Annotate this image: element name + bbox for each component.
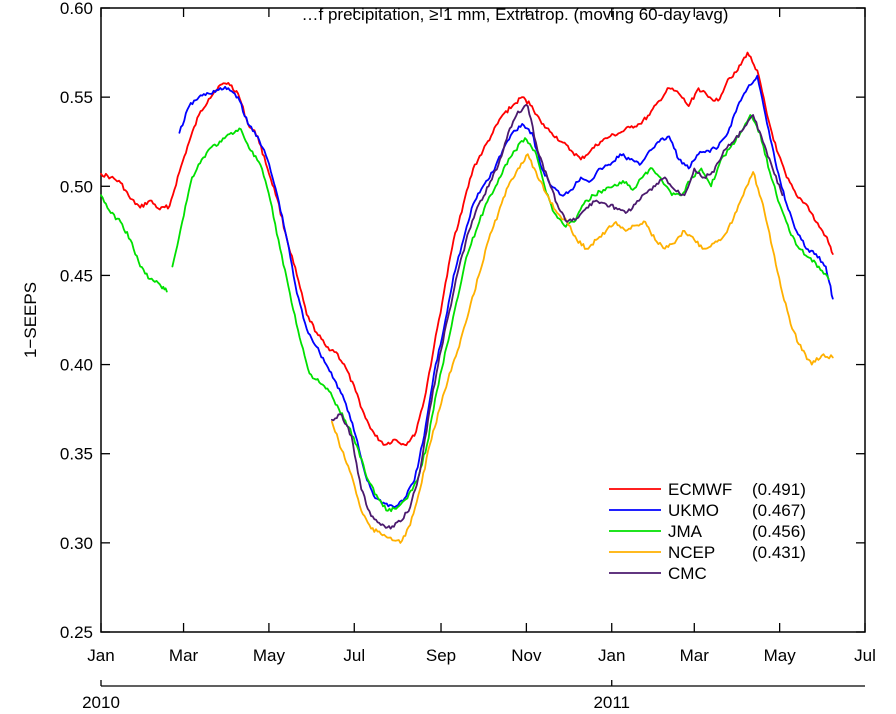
legend-label: JMA (668, 522, 703, 541)
series-lines (100, 51, 834, 544)
x-tick-label: Mar (169, 646, 199, 665)
y-tick-label: 0.25 (60, 623, 93, 642)
legend-score: (0.467) (752, 501, 806, 520)
x-axis: Jan Mar May Jul Sep Nov Jan Mar May Jul (87, 8, 876, 665)
x-tick-label: Sep (426, 646, 456, 665)
series-line-jma (100, 114, 830, 513)
legend: ECMWF (0.491) UKMO (0.467) JMA (0.456) NCEP (0.… (609, 480, 806, 583)
y-axis-label: 1−SEEPS (21, 282, 40, 358)
legend-score: (0.456) (752, 522, 806, 541)
y-tick-label: 0.50 (60, 177, 93, 196)
legend-label: NCEP (668, 543, 715, 562)
x-tick-label: Mar (680, 646, 710, 665)
y-tick-label: 0.55 (60, 88, 93, 107)
series-line-ecmwf (100, 51, 834, 447)
year-axis: 2010 2011 (82, 680, 630, 712)
x-tick-label: Jan (87, 646, 114, 665)
y-tick-label: 0.35 (60, 445, 93, 464)
plot-frame (100, 7, 866, 633)
series-line-ukmo (178, 74, 834, 509)
legend-label: UKMO (668, 501, 719, 520)
x-tick-label: May (253, 646, 286, 665)
series-line-cmc (331, 104, 784, 530)
y-axis: 0.25 0.30 0.35 0.40 0.45 0.50 0.55 0.60 (60, 0, 865, 642)
legend-label: ECMWF (668, 480, 732, 499)
x-tick-label: May (764, 646, 797, 665)
year-label: 2010 (82, 693, 120, 712)
x-tick-label: Jul (854, 646, 876, 665)
legend-score: (0.431) (752, 543, 806, 562)
y-tick-label: 0.40 (60, 356, 93, 375)
x-tick-label: Jan (598, 646, 625, 665)
y-tick-label: 0.45 (60, 266, 93, 285)
legend-score: (0.491) (752, 480, 806, 499)
chart-title: …f precipitation, ≥ 1 mm, Extratrop. (mo… (302, 5, 729, 24)
x-tick-label: Jul (343, 646, 365, 665)
y-tick-label: 0.60 (60, 0, 93, 18)
year-label: 2011 (593, 693, 630, 712)
y-tick-label: 0.30 (60, 534, 93, 553)
x-tick-label: Nov (511, 646, 542, 665)
legend-label: CMC (668, 564, 707, 583)
series-line-ncep (331, 153, 834, 544)
